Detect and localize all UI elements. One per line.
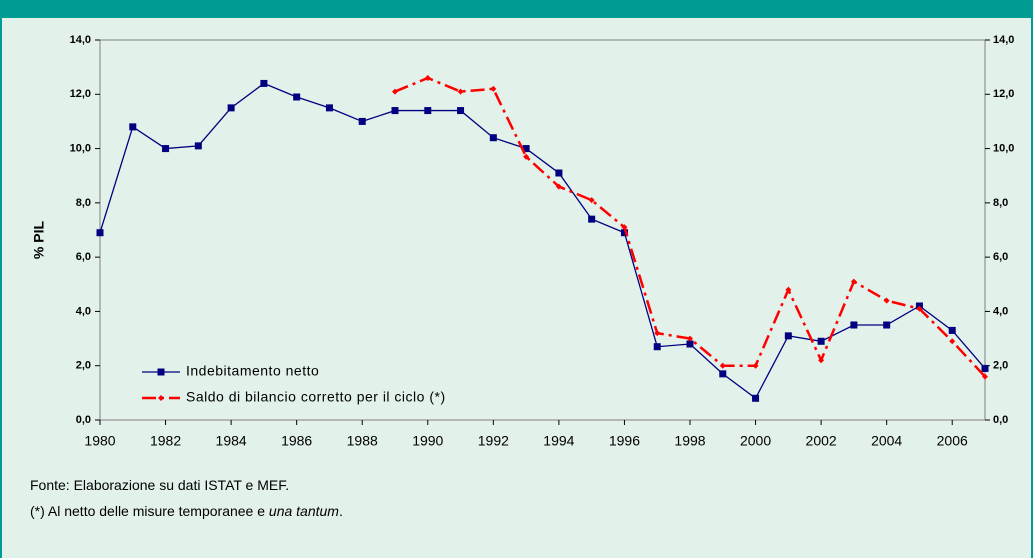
x-tick-label: 1986 xyxy=(281,433,312,449)
x-tick-label: 1982 xyxy=(150,433,181,449)
x-tick-label: 1994 xyxy=(543,433,574,449)
point xyxy=(949,338,956,345)
series-line xyxy=(99,82,986,400)
point xyxy=(358,117,366,125)
point xyxy=(719,362,726,369)
point xyxy=(818,357,825,364)
point xyxy=(621,224,628,231)
point xyxy=(129,123,137,131)
point xyxy=(457,88,464,95)
point xyxy=(620,229,628,237)
series-line xyxy=(394,76,986,378)
point xyxy=(227,104,235,112)
footnote-text: (*) Al netto delle misure temporanee e xyxy=(30,503,269,519)
legend-marker xyxy=(158,395,164,401)
y-tick-label: 0,0 xyxy=(76,414,91,426)
footnote: (*) Al netto delle misure temporanee e u… xyxy=(30,503,343,519)
point xyxy=(489,134,497,142)
point xyxy=(555,183,562,190)
point xyxy=(654,330,661,337)
x-tick-label: 1998 xyxy=(674,433,705,449)
point xyxy=(883,297,890,304)
y2-tick-label: 14,0 xyxy=(993,34,1014,46)
x-tick-label: 1996 xyxy=(609,433,640,449)
point xyxy=(784,332,792,340)
point xyxy=(96,229,104,237)
y-tick-label: 8,0 xyxy=(76,197,91,209)
legend-marker xyxy=(157,368,165,376)
point xyxy=(424,107,432,115)
point xyxy=(588,215,596,223)
point xyxy=(194,142,202,150)
point xyxy=(392,88,398,95)
point xyxy=(752,394,760,402)
point xyxy=(653,343,661,351)
point xyxy=(457,107,465,115)
x-tick-label: 2000 xyxy=(740,433,771,449)
point xyxy=(948,326,956,334)
point xyxy=(687,335,693,342)
legend-label: Indebitamento netto xyxy=(186,363,319,379)
point xyxy=(916,305,923,312)
y2-tick-label: 10,0 xyxy=(993,142,1014,154)
point xyxy=(982,373,988,380)
point xyxy=(391,107,399,115)
point xyxy=(686,340,694,348)
point xyxy=(850,278,857,285)
y2-tick-label: 12,0 xyxy=(993,88,1014,100)
y-tick-label: 12,0 xyxy=(70,88,91,100)
point xyxy=(555,169,563,177)
legend-label: Saldo di bilancio corretto per il ciclo … xyxy=(186,389,446,405)
x-tick-label: 1988 xyxy=(347,433,378,449)
x-tick-label: 1992 xyxy=(478,433,509,449)
footnote-italic: una tantum xyxy=(268,503,339,519)
y2-tick-label: 6,0 xyxy=(993,251,1008,263)
point xyxy=(325,104,333,112)
y2-tick-label: 4,0 xyxy=(993,305,1008,317)
point xyxy=(523,153,530,160)
x-tick-label: 2002 xyxy=(806,433,837,449)
x-tick-label: 2004 xyxy=(871,433,902,449)
point xyxy=(883,321,891,329)
point xyxy=(850,321,858,329)
point xyxy=(293,93,301,101)
point xyxy=(981,364,989,372)
point xyxy=(785,286,792,293)
y-tick-label: 14,0 xyxy=(70,34,91,46)
x-tick-label: 1980 xyxy=(84,433,115,449)
y-tick-label: 6,0 xyxy=(76,251,91,263)
point xyxy=(719,370,727,378)
y-tick-label: 2,0 xyxy=(76,360,91,372)
x-tick-label: 1984 xyxy=(216,433,247,449)
footnote-end: . xyxy=(338,503,343,519)
point xyxy=(490,85,497,92)
point xyxy=(162,145,170,153)
x-tick-label: 2006 xyxy=(937,433,968,449)
x-tick-label: 1990 xyxy=(412,433,443,449)
y2-tick-label: 2,0 xyxy=(993,360,1008,372)
point xyxy=(522,145,530,153)
y-tick-label: 4,0 xyxy=(76,305,91,317)
y2-tick-label: 0,0 xyxy=(993,414,1008,426)
point xyxy=(424,75,431,81)
y2-tick-label: 8,0 xyxy=(993,197,1008,209)
point xyxy=(752,362,759,369)
y-axis-title: % PIL xyxy=(31,220,47,259)
point xyxy=(588,197,595,204)
header-bar xyxy=(2,0,1031,18)
y-tick-label: 10,0 xyxy=(70,142,91,154)
point xyxy=(260,79,268,87)
point xyxy=(817,337,825,345)
source-note: Fonte: Elaborazione su dati ISTAT e MEF. xyxy=(30,477,290,493)
